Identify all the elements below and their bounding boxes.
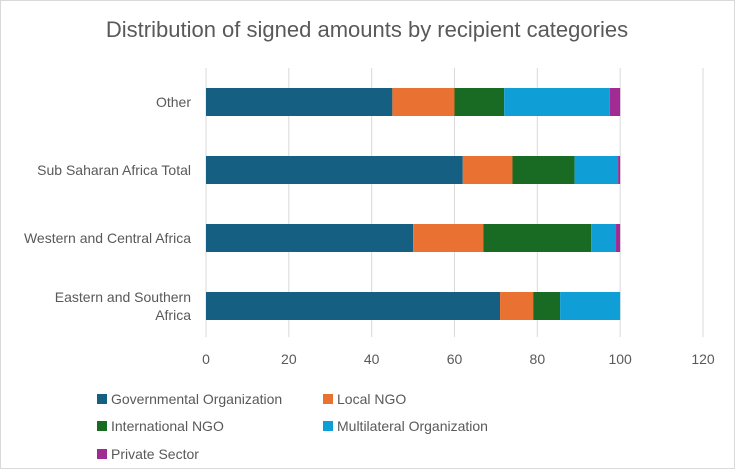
bar-local-ngo-2 — [413, 224, 484, 252]
bar-international-ngo-2 — [483, 224, 592, 252]
legend-swatch-3 — [323, 421, 333, 431]
chart-title: Distribution of signed amounts by recipi… — [106, 17, 628, 42]
legend-label-0: Governmental Organization — [111, 391, 282, 407]
x-tick-label-20: 20 — [281, 351, 297, 367]
legend-label-2: International NGO — [111, 418, 224, 434]
x-tick-label-60: 60 — [447, 351, 463, 367]
category-labels: Other Sub Saharan Africa Total Western and… — [24, 94, 191, 323]
bar-local-ngo-1 — [462, 156, 513, 184]
x-tick-label-0: 0 — [202, 351, 210, 367]
x-tick-label-40: 40 — [364, 351, 380, 367]
legend-swatch-0 — [97, 394, 107, 404]
bar-local-ngo-3 — [500, 292, 534, 320]
bar-international-ngo-0 — [454, 88, 505, 116]
bar-governmental-organization-1 — [206, 156, 463, 184]
bar-multilateral-organization-3 — [560, 292, 621, 320]
bars — [206, 88, 621, 320]
category-label-3-line-0: Eastern and Southern — [55, 289, 191, 305]
bar-governmental-organization-2 — [206, 224, 414, 252]
bar-multilateral-organization-1 — [574, 156, 619, 184]
category-label-1: Sub Saharan Africa Total — [37, 162, 191, 178]
category-label-2: Western and Central Africa — [24, 230, 191, 246]
legend-swatch-1 — [323, 394, 333, 404]
bar-international-ngo-3 — [533, 292, 561, 320]
legend-label-4: Private Sector — [111, 446, 199, 462]
x-tick-label-100: 100 — [608, 351, 632, 367]
x-tick-label-80: 80 — [530, 351, 546, 367]
category-label-3-line-1: Africa — [155, 307, 191, 323]
bar-international-ngo-1 — [512, 156, 575, 184]
bar-governmental-organization-0 — [206, 88, 393, 116]
bar-local-ngo-0 — [392, 88, 455, 116]
bar-private-sector-0 — [609, 88, 621, 116]
bar-private-sector-2 — [616, 224, 621, 252]
legend-swatch-2 — [97, 421, 107, 431]
x-tick-label-120: 120 — [691, 351, 715, 367]
legend-label-1: Local NGO — [337, 391, 406, 407]
legend-swatch-4 — [97, 449, 107, 459]
legend-label-3: Multilateral Organization — [337, 418, 488, 434]
category-label-0: Other — [156, 94, 191, 110]
bar-governmental-organization-3 — [206, 292, 501, 320]
bar-private-sector-1 — [618, 156, 621, 184]
legend: Governmental Organization Local NGO Intern… — [97, 391, 488, 462]
bar-multilateral-organization-0 — [504, 88, 610, 116]
bar-multilateral-organization-2 — [591, 224, 617, 252]
x-axis-tick-labels: 0 20 40 60 80 100 120 — [202, 351, 715, 367]
